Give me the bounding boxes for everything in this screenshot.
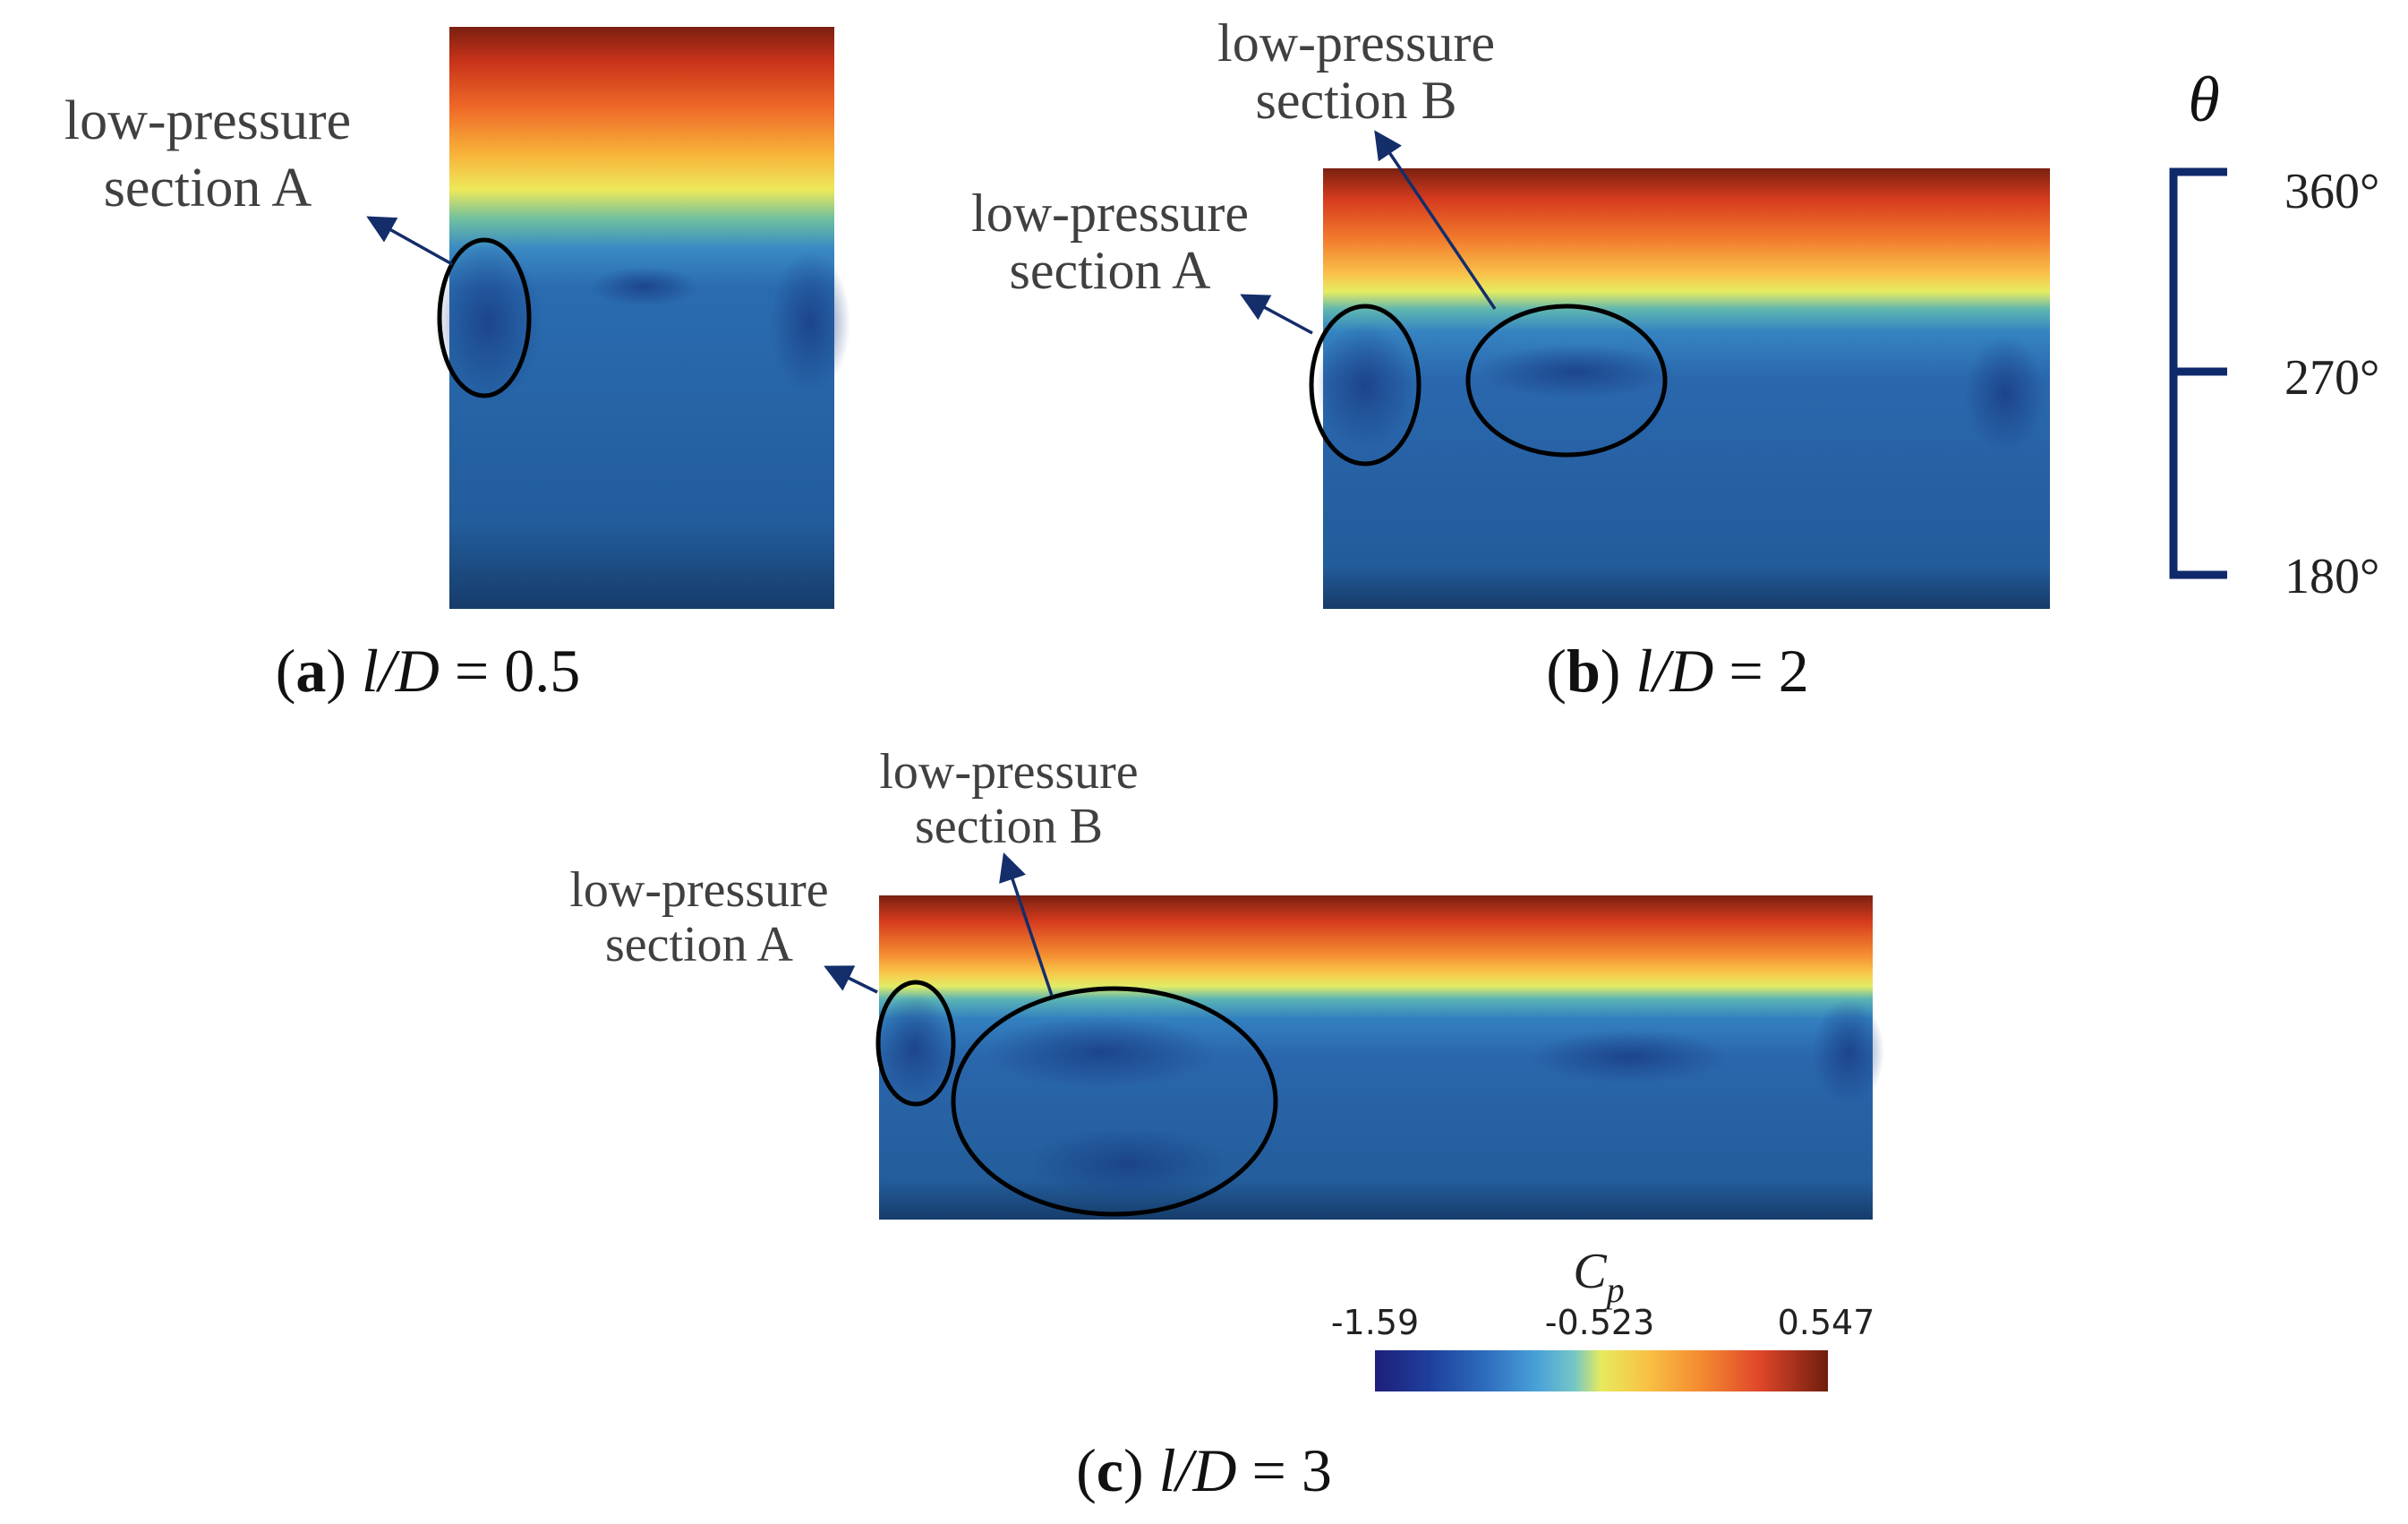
annotation-a-section-a-line1: low-pressure	[64, 90, 351, 151]
annotation-c-section-a-line1: low-pressure	[569, 862, 828, 918]
theta-symbol: θ	[2188, 64, 2219, 135]
highlight-ellipse-c-section-b	[951, 986, 1278, 1217]
colorbar-min-label: -1.59	[1331, 1303, 1419, 1342]
annotation-b-section-a-line2: section A	[1010, 241, 1211, 300]
annotation-c-section-a-line2: section A	[605, 917, 794, 972]
annotation-arrow-c-section-a	[824, 965, 878, 994]
caption-a: (a) l/D = 0.5	[276, 637, 581, 705]
contour-plot-b	[1323, 168, 2050, 609]
theta-tick-label-270: 270°	[2284, 350, 2379, 406]
annotation-arrow-b-section-b	[1374, 130, 1497, 310]
low-pressure-spot-c-bottom	[1029, 1128, 1226, 1200]
annotation-c-section-b-line1: low-pressure	[879, 744, 1138, 800]
annotation-a-section-a-line2: section A	[104, 158, 312, 218]
low-pressure-spot-a-mid	[591, 267, 698, 306]
annotation-b-section-a-line1: low-pressure	[971, 184, 1249, 243]
low-pressure-spot-b-right	[1965, 336, 2045, 452]
colorbar-mid-label: -0.523	[1545, 1303, 1655, 1342]
colorbar-max-label: 0.547	[1778, 1303, 1875, 1342]
low-pressure-spot-c-left	[875, 994, 955, 1101]
theta-tick-label-180: 180°	[2284, 549, 2379, 604]
low-pressure-spot-c-mid	[985, 1016, 1217, 1088]
annotation-c-section-b-line2: section B	[915, 799, 1103, 854]
theta-scale: θ 360° 270° 180°	[2169, 64, 2379, 604]
panel-b: low-pressure section A low-pressure sect…	[971, 13, 2050, 705]
caption-b: (b) l/D = 2	[1546, 637, 1808, 705]
low-pressure-spot-c-mid2	[1531, 1030, 1728, 1083]
annotation-arrow-b-section-a	[1240, 294, 1313, 335]
annotation-arrow-a-section-a	[366, 216, 453, 266]
low-pressure-spot-b-mid	[1477, 345, 1674, 398]
highlight-ellipse-b-section-a	[1309, 304, 1422, 467]
colorbar: Cp -1.59 -0.523 0.547	[1331, 1244, 1875, 1391]
low-pressure-spot-a-left	[434, 242, 542, 403]
caption-c: (c) l/D = 3	[1076, 1436, 1332, 1504]
panel-c: low-pressure section A low-pressure sect…	[569, 744, 1884, 1504]
colorbar-title: Cp	[1573, 1244, 1624, 1310]
colorbar-gradient	[1375, 1350, 1828, 1391]
highlight-ellipse-b-section-b	[1465, 304, 1668, 458]
low-pressure-spot-b-left	[1316, 322, 1414, 448]
annotation-arrow-c-section-b	[999, 852, 1054, 997]
panel-a: low-pressure section A (a) l/D = 0.5	[64, 27, 850, 705]
theta-tick-label-360: 360°	[2284, 164, 2379, 219]
highlight-ellipse-a-section-a	[437, 237, 532, 398]
low-pressure-spot-a-right	[770, 251, 850, 394]
low-pressure-spot-c-right	[1813, 998, 1884, 1106]
highlight-ellipse-c-section-a	[875, 980, 956, 1107]
annotation-b-section-b-line2: section B	[1256, 71, 1457, 130]
annotation-b-section-b-line1: low-pressure	[1217, 13, 1495, 73]
